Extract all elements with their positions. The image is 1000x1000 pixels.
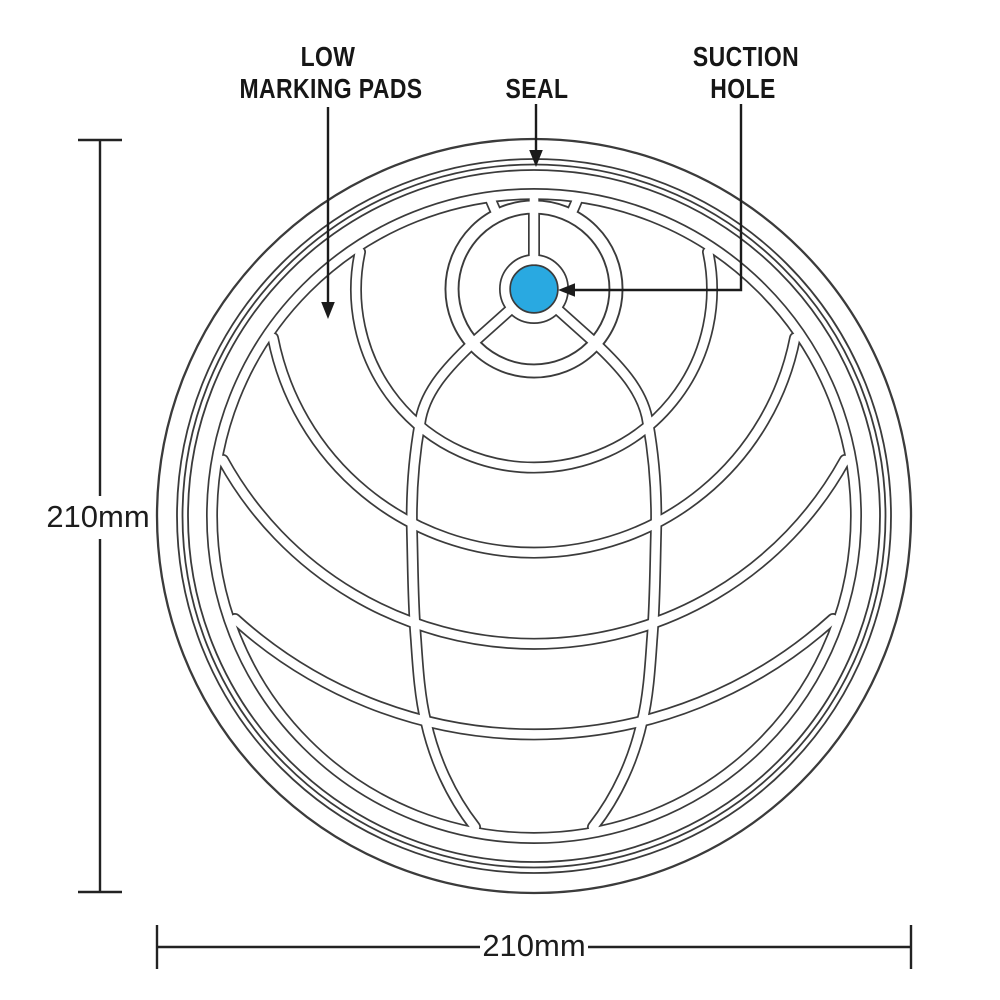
height-dimension-line [78, 138, 122, 894]
height-dimension-value: 210mm [46, 499, 150, 534]
suction-hole-label-line1: SUCTION [692, 41, 800, 72]
width-dimension-line [155, 925, 913, 969]
suction-hole-label-line2: HOLE [710, 73, 776, 104]
seal-label: SEAL [505, 73, 569, 104]
suction-hole-arrow-icon [558, 104, 743, 297]
width-dimension-value: 210mm [482, 928, 586, 963]
low-marking-pads-arrow-icon [321, 107, 335, 319]
low-marking-pads-label-line2: MARKING PADS [239, 73, 423, 104]
pad-web-pattern-white [207, 189, 861, 843]
suction-hole-dot [510, 265, 558, 313]
seal-arrow-icon [529, 104, 543, 167]
low-marking-pads-label-line1: LOW [300, 41, 356, 72]
